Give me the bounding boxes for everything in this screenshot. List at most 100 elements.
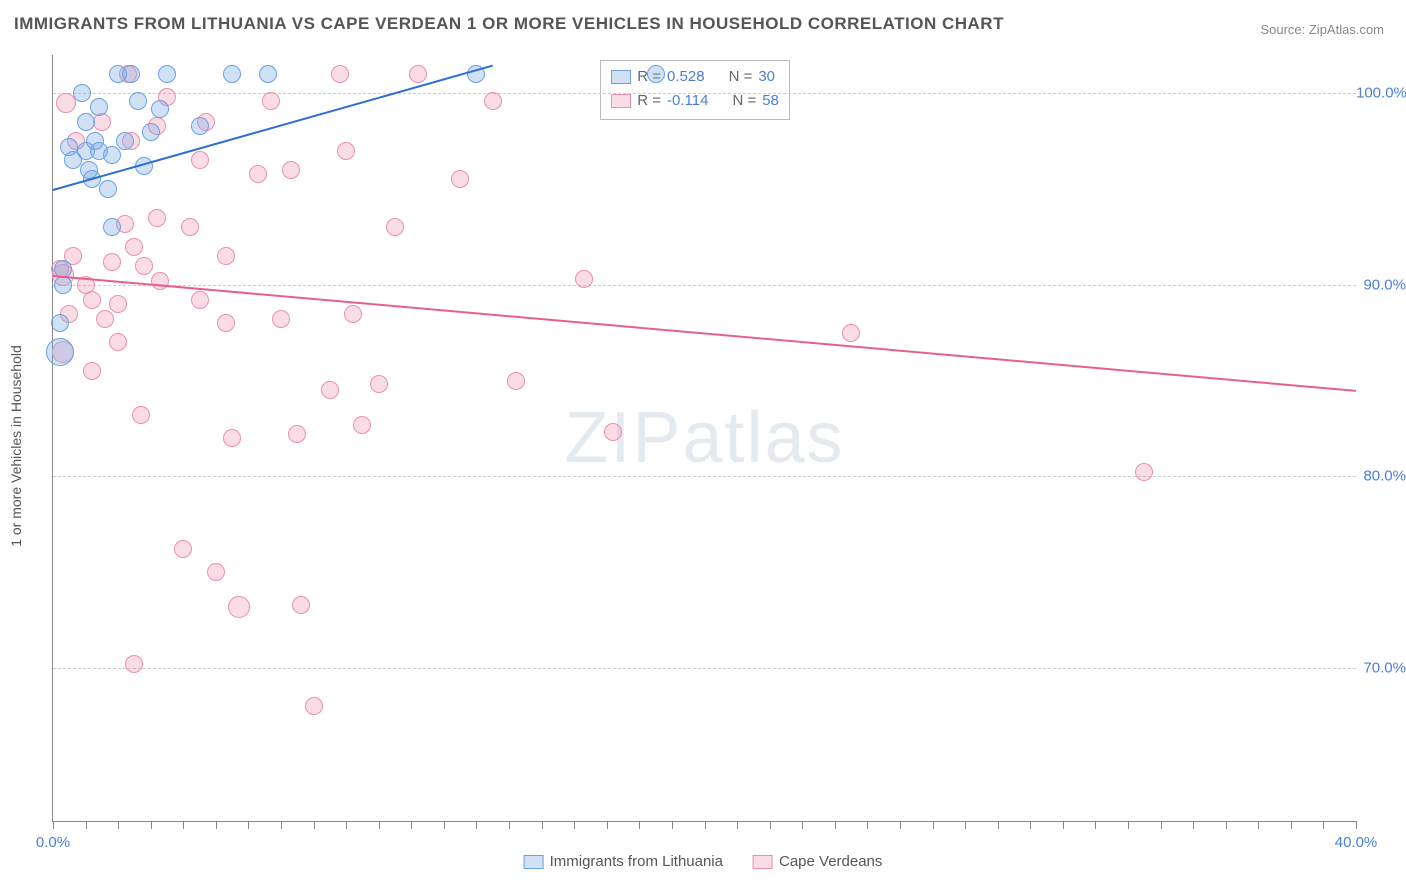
x-tick — [118, 821, 119, 829]
data-point — [223, 429, 241, 447]
gridline-h — [53, 285, 1356, 286]
x-tick — [476, 821, 477, 829]
x-tick — [672, 821, 673, 829]
data-point — [158, 65, 176, 83]
data-point — [386, 218, 404, 236]
legend-n-label: N = — [729, 65, 753, 89]
data-point — [191, 117, 209, 135]
correlation-chart: IMMIGRANTS FROM LITHUANIA VS CAPE VERDEA… — [0, 0, 1406, 892]
y-tick-label: 70.0% — [1356, 659, 1406, 676]
data-point — [344, 305, 362, 323]
series-legend-label: Cape Verdeans — [779, 850, 882, 874]
x-tick — [314, 821, 315, 829]
series-legend-item: Immigrants from Lithuania — [524, 850, 723, 874]
data-point — [217, 247, 235, 265]
x-tick — [1095, 821, 1096, 829]
series-legend-label: Immigrants from Lithuania — [550, 850, 723, 874]
x-tick-label: 0.0% — [36, 834, 70, 851]
x-tick — [737, 821, 738, 829]
y-axis-label: 1 or more Vehicles in Household — [8, 345, 24, 547]
data-point — [125, 238, 143, 256]
data-point — [484, 92, 502, 110]
data-point — [151, 100, 169, 118]
data-point — [262, 92, 280, 110]
data-point — [228, 596, 250, 618]
x-tick — [1323, 821, 1324, 829]
legend-swatch — [611, 70, 631, 84]
data-point — [51, 314, 69, 332]
x-tick — [574, 821, 575, 829]
x-tick — [1226, 821, 1227, 829]
gridline-h — [53, 668, 1356, 669]
legend-n-value: 30 — [758, 65, 775, 89]
x-tick — [770, 821, 771, 829]
data-point — [109, 333, 127, 351]
data-point — [174, 540, 192, 558]
data-point — [337, 142, 355, 160]
x-tick — [835, 821, 836, 829]
x-tick — [542, 821, 543, 829]
data-point — [451, 170, 469, 188]
data-point — [73, 84, 91, 102]
data-point — [305, 697, 323, 715]
trend-line — [53, 65, 493, 191]
x-tick — [802, 821, 803, 829]
data-point — [99, 180, 117, 198]
y-tick-label: 80.0% — [1356, 468, 1406, 485]
data-point — [46, 338, 74, 366]
y-tick-label: 90.0% — [1356, 276, 1406, 293]
x-tick — [411, 821, 412, 829]
x-tick — [1063, 821, 1064, 829]
data-point — [103, 218, 121, 236]
gridline-h — [53, 476, 1356, 477]
x-tick — [867, 821, 868, 829]
series-legend-item: Cape Verdeans — [753, 850, 882, 874]
x-tick — [86, 821, 87, 829]
data-point — [83, 362, 101, 380]
x-tick — [1258, 821, 1259, 829]
data-point — [122, 65, 140, 83]
data-point — [370, 375, 388, 393]
x-tick — [965, 821, 966, 829]
data-point — [282, 161, 300, 179]
x-tick-label: 40.0% — [1335, 834, 1378, 851]
watermark-bold: ZIP — [564, 398, 682, 478]
data-point — [647, 65, 665, 83]
data-point — [223, 65, 241, 83]
x-tick — [1030, 821, 1031, 829]
data-point — [191, 291, 209, 309]
x-tick — [216, 821, 217, 829]
x-tick — [1193, 821, 1194, 829]
data-point — [96, 310, 114, 328]
x-tick — [53, 821, 54, 829]
watermark-thin: atlas — [682, 398, 844, 478]
data-point — [109, 295, 127, 313]
gridline-h — [53, 93, 1356, 94]
data-point — [129, 92, 147, 110]
x-tick — [379, 821, 380, 829]
x-tick — [444, 821, 445, 829]
r-n-legend: R = 0.528N = 30R = -0.114N = 58 — [600, 60, 790, 120]
data-point — [135, 257, 153, 275]
y-tick-label: 100.0% — [1356, 85, 1406, 102]
trend-line — [53, 275, 1356, 392]
x-tick — [509, 821, 510, 829]
chart-title: IMMIGRANTS FROM LITHUANIA VS CAPE VERDEA… — [14, 14, 1004, 34]
plot-area: ZIPatlas R = 0.528N = 30R = -0.114N = 58… — [52, 55, 1356, 822]
data-point — [148, 209, 166, 227]
data-point — [83, 291, 101, 309]
data-point — [90, 98, 108, 116]
x-tick — [248, 821, 249, 829]
data-point — [353, 416, 371, 434]
legend-swatch — [611, 94, 631, 108]
x-tick — [1356, 821, 1357, 829]
x-tick — [281, 821, 282, 829]
x-tick — [639, 821, 640, 829]
data-point — [331, 65, 349, 83]
x-tick — [705, 821, 706, 829]
legend-swatch — [753, 855, 773, 869]
data-point — [1135, 463, 1153, 481]
x-tick — [151, 821, 152, 829]
x-tick — [1291, 821, 1292, 829]
x-tick — [607, 821, 608, 829]
